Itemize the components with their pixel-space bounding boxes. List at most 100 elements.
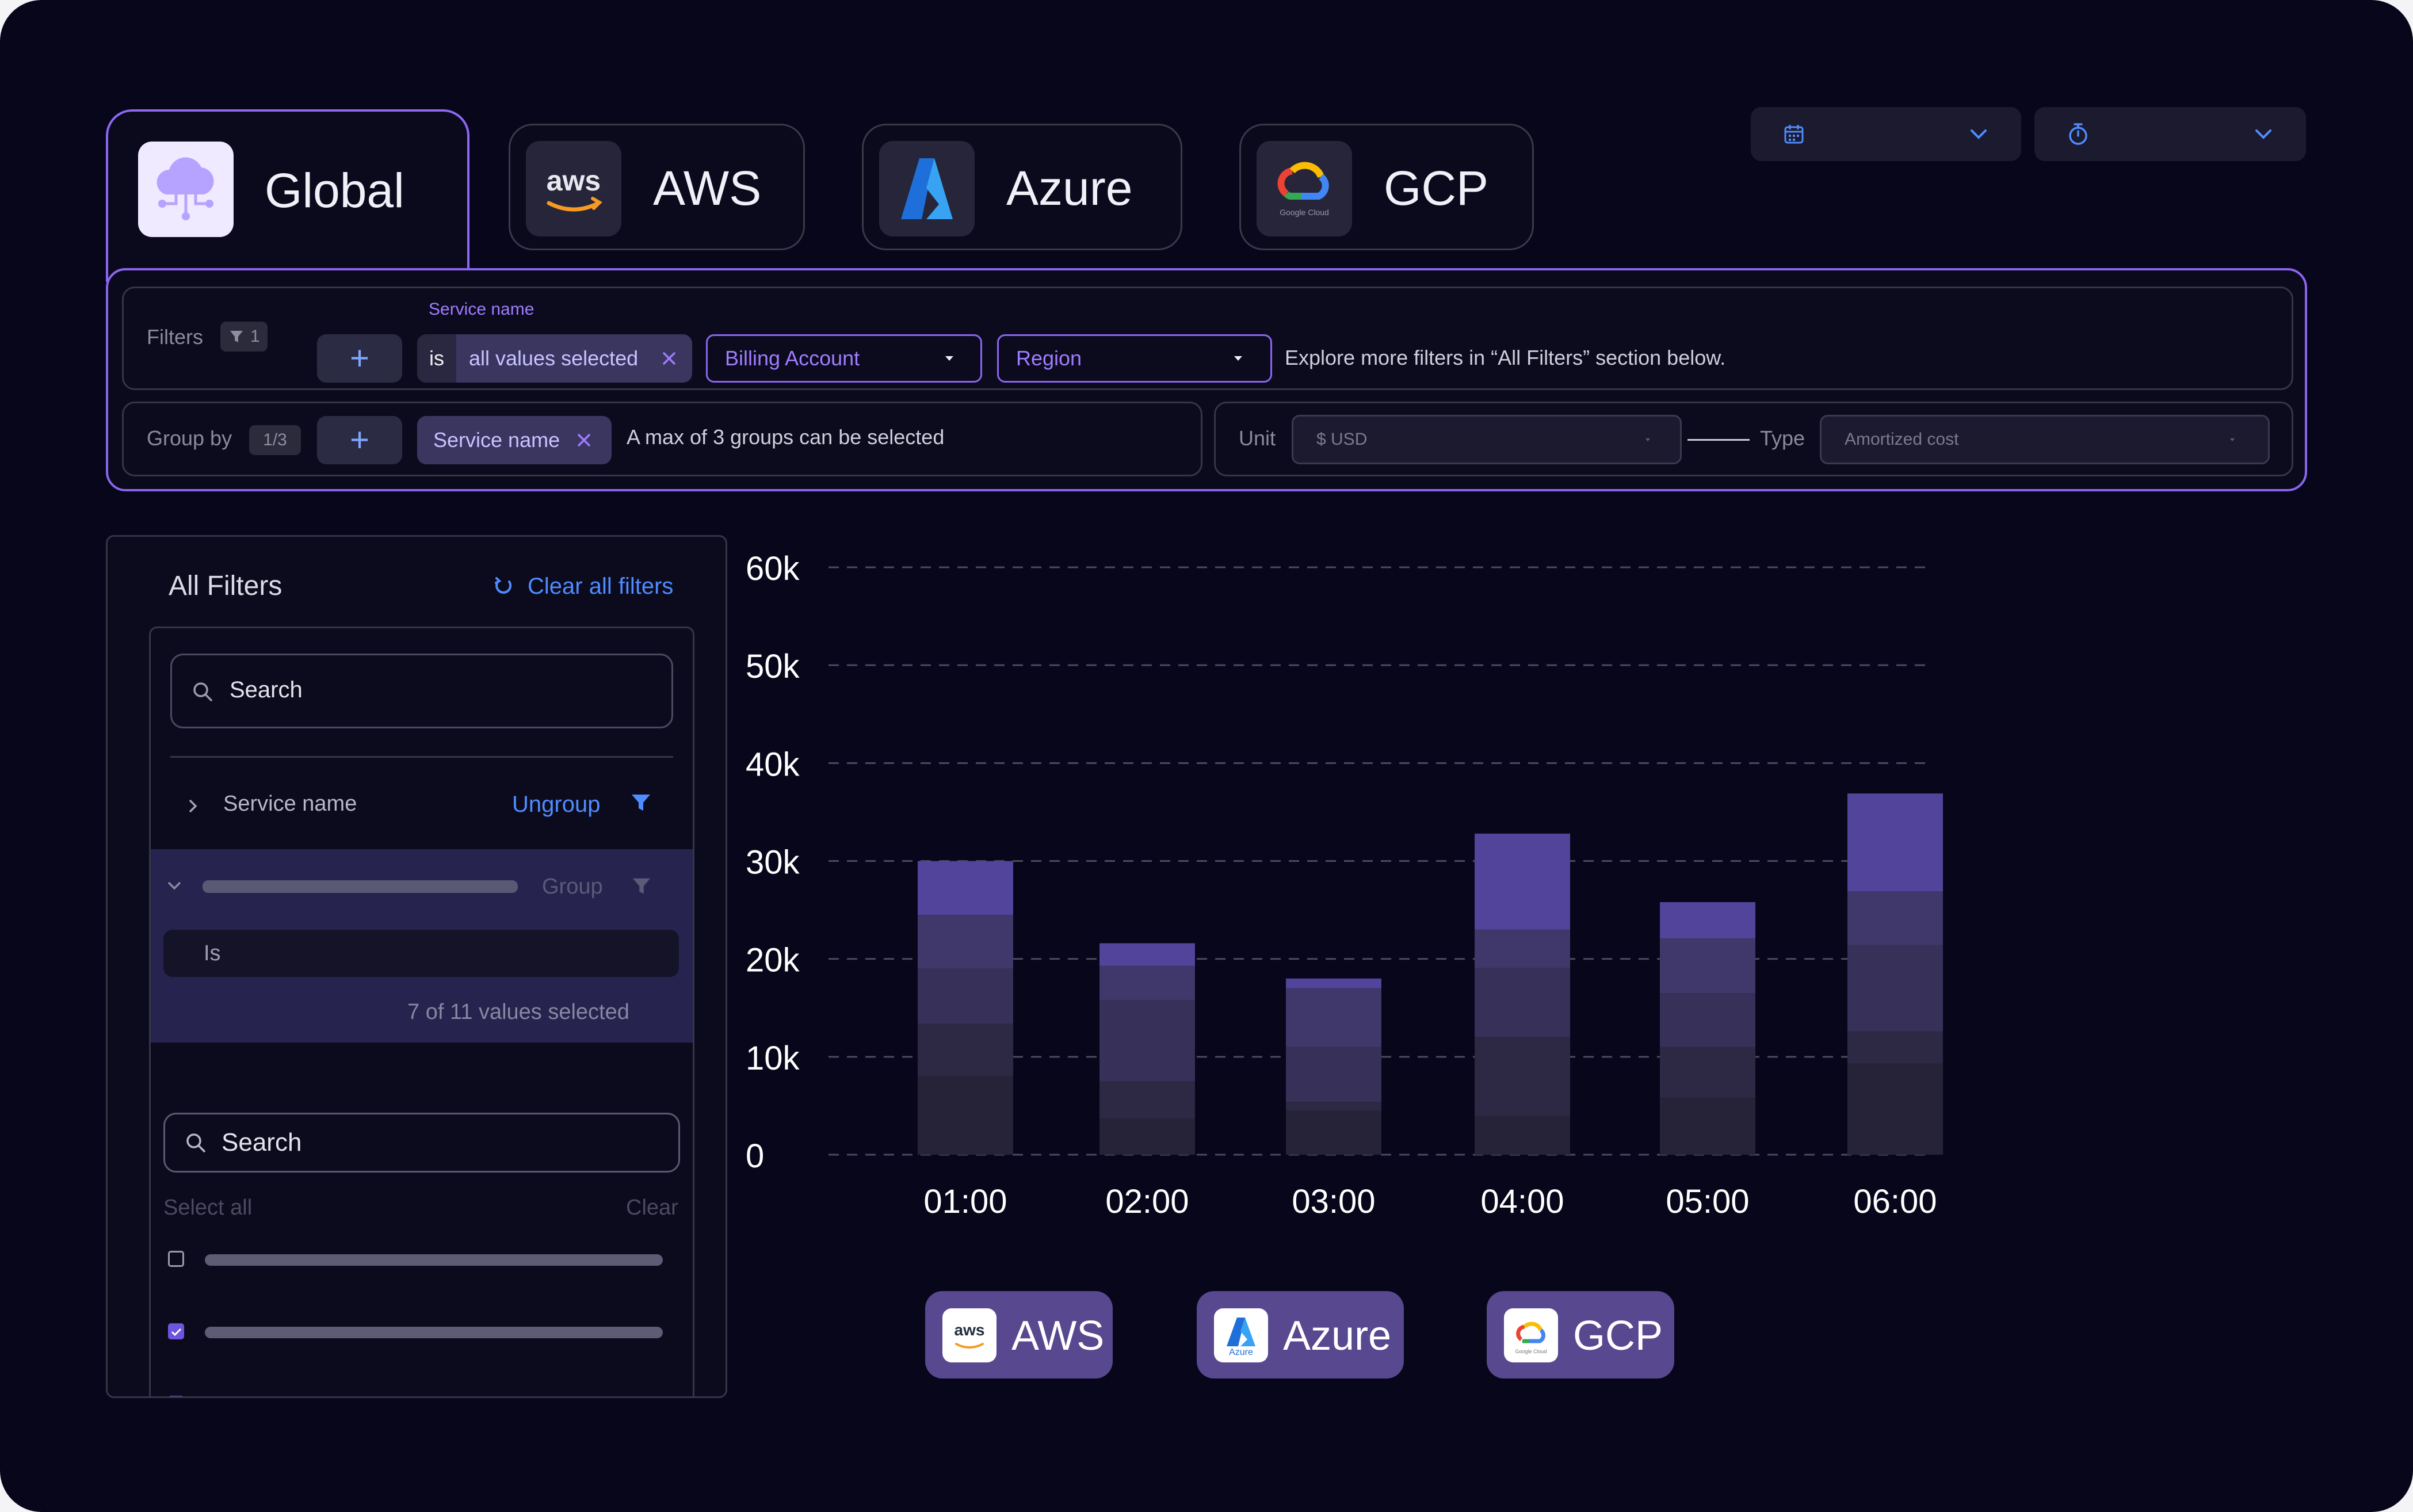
legend-item-aws[interactable]: aws AWS: [925, 1291, 1113, 1379]
date-range-dropdown[interactable]: [1751, 107, 2021, 161]
add-group-button[interactable]: +: [317, 416, 402, 464]
type-select[interactable]: Amortized cost: [1820, 415, 2270, 464]
calendar-icon: [1784, 125, 1804, 144]
time-granularity-dropdown[interactable]: [2034, 107, 2306, 161]
bar-segment: [1099, 1081, 1195, 1119]
active-filter-chip[interactable]: is all values selected: [417, 334, 692, 383]
operator-value: Is: [204, 941, 221, 965]
search-icon: [193, 682, 212, 701]
cost-stacked-bar-chart: 0 10k 20k 30k 40k 50k 60k 01:00 02:00 03:00 04:00 0…: [746, 550, 1943, 1220]
close-icon[interactable]: [661, 350, 677, 366]
values-search-placeholder: Search: [222, 1128, 302, 1156]
y-tick-label: 60k: [746, 550, 800, 587]
filter-icon[interactable]: [629, 792, 652, 815]
region-select[interactable]: Region: [997, 334, 1272, 383]
group-by-row: Group by 1/3 + Service name A max of 3 g…: [122, 402, 1202, 476]
values-search-input[interactable]: Search: [163, 1113, 680, 1173]
tab-aws[interactable]: aws AWS: [509, 124, 805, 250]
chevron-down-icon: [2255, 129, 2271, 139]
search-placeholder: Search: [230, 677, 303, 702]
chevron-down-icon: [1971, 129, 1987, 139]
chevron-down-icon[interactable]: [166, 879, 183, 893]
funnel-icon: [230, 331, 243, 342]
y-tick-label: 30k: [746, 844, 800, 881]
x-tick-label: 05:00: [1666, 1183, 1749, 1220]
legend-label: Azure: [1283, 1313, 1392, 1359]
aws-logo: aws: [526, 141, 621, 236]
caret-down-icon: [1234, 356, 1242, 361]
tab-azure[interactable]: Azure: [862, 124, 1182, 250]
y-tick-label: 20k: [746, 942, 800, 979]
azure-logo: [879, 141, 975, 236]
group-by-chip[interactable]: Service name: [417, 416, 612, 464]
filter-search-input[interactable]: Search: [170, 654, 673, 728]
clear-all-filters-label: Clear all filters: [528, 574, 674, 599]
value-checkbox-checked[interactable]: [168, 1396, 184, 1398]
bar-segment: [1660, 993, 1755, 1047]
caret-down-icon: [1645, 438, 1650, 441]
aws-logo-text: aws: [954, 1321, 985, 1339]
legend-item-azure[interactable]: Azure Azure: [1197, 1291, 1404, 1379]
bar-segment: [1660, 938, 1755, 994]
legend-item-gcp[interactable]: Google Cloud GCP: [1487, 1291, 1674, 1379]
region-label: Region: [1016, 346, 1082, 370]
group-name-placeholder-bar: [203, 880, 518, 893]
ungroup-button[interactable]: Ungroup: [512, 792, 601, 817]
filters-hint: Explore more filters in “All Filters” se…: [1285, 346, 1726, 369]
search-icon: [186, 1133, 205, 1152]
value-checkbox-unchecked[interactable]: [168, 1251, 184, 1267]
billing-account-label: Billing Account: [725, 346, 860, 370]
google-cloud-logo-text: Google Cloud: [1280, 208, 1329, 217]
bar-segment: [918, 968, 1013, 1024]
tab-label: Global: [265, 163, 404, 217]
all-filters-panel: All Filters Clear all filters Search Ser…: [106, 535, 727, 1398]
filter-icon[interactable]: [631, 876, 652, 898]
bar-segment: [1475, 967, 1570, 1037]
value-checkbox-checked[interactable]: [168, 1323, 184, 1339]
google-cloud-logo: Google Cloud: [1257, 141, 1352, 236]
bar-segment: [1475, 833, 1570, 930]
tab-global[interactable]: Global: [106, 109, 469, 282]
all-filters-title: All Filters: [169, 571, 282, 601]
group-expanded-section: Group Is 7 of 11 values selected: [151, 849, 693, 1043]
service-name-label: Service name: [223, 792, 357, 816]
bar-segment: [1286, 1110, 1381, 1155]
add-filter-button[interactable]: +: [317, 334, 402, 383]
type-label: Type: [1760, 426, 1805, 450]
bar-segment: [1847, 1031, 1943, 1064]
group-by-label: Group by: [147, 426, 232, 450]
billing-account-select[interactable]: Billing Account: [706, 334, 982, 383]
bar-segment: [1286, 1102, 1381, 1111]
selected-summary: 7 of 11 values selected: [407, 1000, 629, 1024]
filters-row: Filters 1 + Service name is all values s…: [122, 287, 2293, 390]
filter-value: all values selected: [469, 346, 639, 370]
x-tick-label: 06:00: [1853, 1183, 1937, 1220]
aws-logo: aws: [942, 1308, 996, 1362]
unit-select[interactable]: $ USD: [1292, 415, 1682, 464]
chevron-right-icon[interactable]: [186, 797, 200, 815]
bar-segment: [1847, 1063, 1943, 1155]
stopwatch-icon: [2069, 123, 2087, 145]
bar-segment: [1099, 965, 1195, 1001]
cloud-network-icon: [138, 142, 234, 237]
y-tick-label: 10k: [746, 1040, 800, 1077]
google-cloud-logo-text: Google Cloud: [1515, 1349, 1547, 1354]
filters-count: 1: [250, 327, 260, 346]
bar-segment: [1099, 1118, 1195, 1155]
select-all-button[interactable]: Select all: [163, 1196, 253, 1220]
clear-button[interactable]: Clear: [626, 1196, 678, 1220]
unit-label: Unit: [1239, 426, 1276, 450]
check-icon: [171, 1328, 182, 1337]
google-cloud-logo: Google Cloud: [1504, 1308, 1558, 1362]
group-button[interactable]: Group: [542, 875, 603, 899]
bar-segment: [1847, 945, 1943, 1032]
close-icon[interactable]: [576, 432, 592, 448]
tab-gcp[interactable]: Google Cloud GCP: [1239, 124, 1534, 250]
tab-label: Azure: [1006, 161, 1133, 215]
operator-select[interactable]: Is: [163, 930, 679, 977]
bar-segment: [1475, 929, 1570, 968]
value-placeholder-bar: [205, 1327, 663, 1338]
divider: [170, 756, 673, 758]
bar-segment: [918, 1076, 1013, 1155]
